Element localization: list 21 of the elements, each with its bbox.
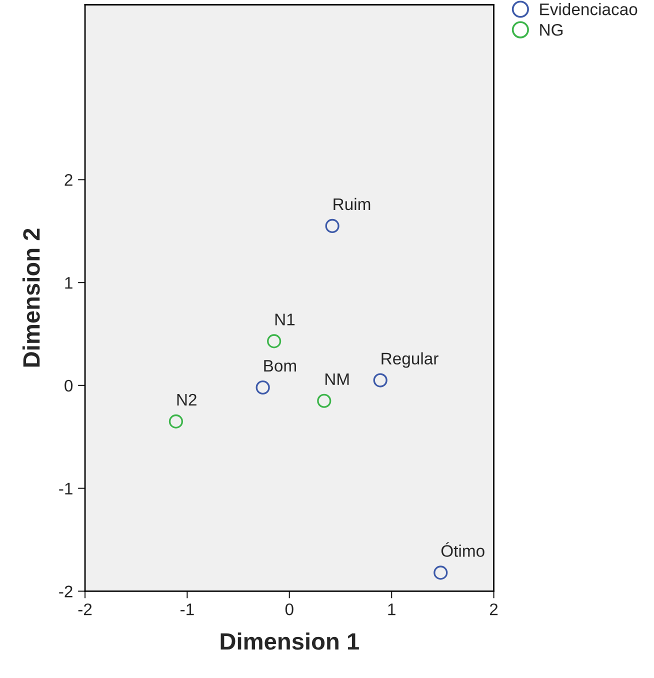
x-tick-label: -2 [78, 603, 92, 616]
annotation: Bom [264, 360, 296, 372]
annotation: N1 [275, 314, 295, 326]
y-tick-label: 1 [65, 277, 72, 289]
y-tick-label: -2 [59, 586, 72, 598]
y-tick-label: -1 [59, 482, 72, 494]
x-tick-label: 2 [490, 603, 498, 616]
x-tick-label: 1 [388, 604, 396, 616]
x-axis-title: Dimension 1 [220, 632, 359, 650]
x-tick-label: -1 [180, 604, 194, 616]
annotation: Regular [382, 352, 438, 368]
y-tick-label: 0 [64, 380, 73, 392]
y-tick-label: 2 [64, 174, 72, 186]
legend-label: NG [540, 24, 563, 36]
legend-label: Evidenciacao [540, 3, 638, 16]
annotation: NM [326, 373, 349, 385]
x-tick-label: 0 [285, 603, 294, 616]
annotation: Ruim [334, 198, 370, 210]
annotation: Ótimo [441, 542, 484, 557]
annotation: N2 [177, 394, 196, 406]
y-axis-title: Dimension 2 [22, 228, 40, 367]
